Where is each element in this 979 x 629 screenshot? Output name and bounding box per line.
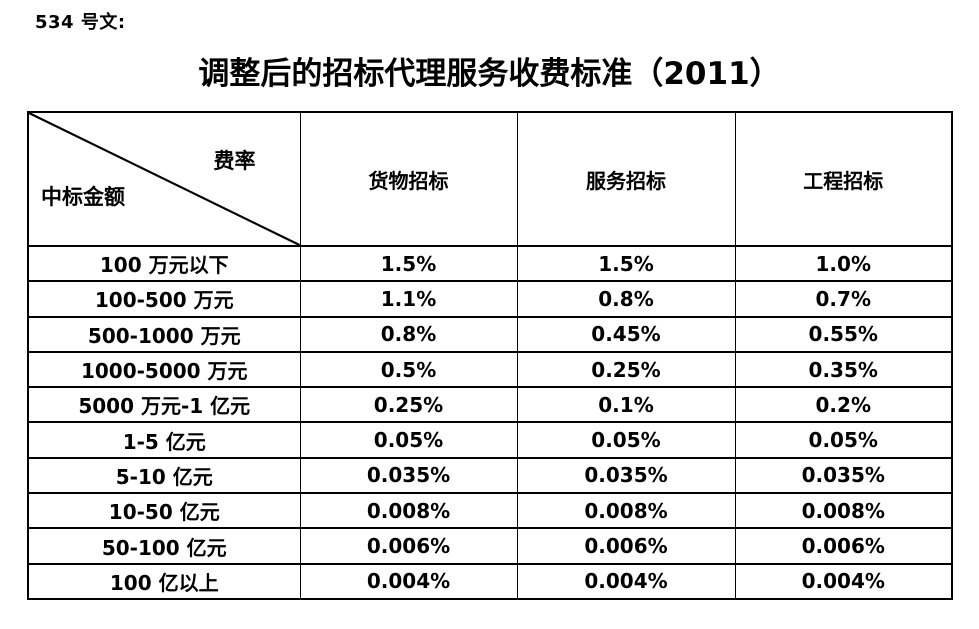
engineering-rate-cell: 0.006%: [734, 527, 953, 565]
goods-rate-cell: 1.5%: [299, 244, 518, 283]
goods-rate-cell: 0.008%: [299, 492, 518, 530]
engineering-rate-cell: 0.35%: [734, 350, 953, 389]
amount-range-cell: 100-500 万元: [27, 280, 301, 318]
services-rate-cell: 0.004%: [516, 562, 736, 600]
goods-rate-cell: 0.05%: [299, 421, 518, 459]
amount-range-cell: 1000-5000 万元: [27, 350, 301, 389]
amount-range-cell: 10-50 亿元: [27, 492, 301, 530]
table-row: 1000-5000 万元 0.5% 0.25% 0.35%: [27, 350, 953, 389]
column-header-engineering-bidding: 工程招标: [734, 111, 953, 247]
diagonal-divider-line: [29, 114, 299, 244]
table-row: 5-10 亿元 0.035% 0.035% 0.035%: [27, 456, 953, 495]
services-rate-cell: 1.5%: [516, 244, 736, 283]
corner-label-bid-amount: 中标金额: [41, 185, 125, 209]
engineering-rate-cell: 0.2%: [734, 386, 953, 424]
amount-range-cell: 5-10 亿元: [27, 456, 301, 495]
goods-rate-cell: 1.1%: [299, 280, 518, 318]
table-header-row: 费率 中标金额 货物招标 服务招标 工程招标: [27, 111, 953, 247]
table-row: 5000 万元-1 亿元 0.25% 0.1% 0.2%: [27, 386, 953, 424]
fee-rate-table: 费率 中标金额 货物招标 服务招标 工程招标 100 万元以下 1.5% 1.5…: [27, 111, 953, 600]
services-rate-cell: 0.006%: [516, 527, 736, 565]
engineering-rate-cell: 0.008%: [734, 492, 953, 530]
engineering-rate-cell: 0.05%: [734, 421, 953, 459]
table-row: 50-100 亿元 0.006% 0.006% 0.006%: [27, 527, 953, 565]
services-rate-cell: 0.45%: [516, 315, 736, 353]
amount-range-cell: 500-1000 万元: [27, 315, 301, 353]
corner-label-fee-rate: 费率: [213, 149, 256, 173]
table-row: 100-500 万元 1.1% 0.8% 0.7%: [27, 280, 953, 318]
services-rate-cell: 0.035%: [516, 456, 736, 495]
services-rate-cell: 0.05%: [516, 421, 736, 459]
amount-range-cell: 5000 万元-1 亿元: [27, 386, 301, 424]
engineering-rate-cell: 0.55%: [734, 315, 953, 353]
goods-rate-cell: 0.035%: [299, 456, 518, 495]
table-row: 500-1000 万元 0.8% 0.45% 0.55%: [27, 315, 953, 353]
amount-range-cell: 50-100 亿元: [27, 527, 301, 565]
corner-header-cell: 费率 中标金额: [27, 111, 301, 247]
amount-range-cell: 1-5 亿元: [27, 421, 301, 459]
goods-rate-cell: 0.5%: [299, 350, 518, 389]
table-row: 100 亿以上 0.004% 0.004% 0.004%: [27, 562, 953, 600]
engineering-rate-cell: 0.7%: [734, 280, 953, 318]
goods-rate-cell: 0.004%: [299, 562, 518, 600]
table-row: 10-50 亿元 0.008% 0.008% 0.008%: [27, 492, 953, 530]
goods-rate-cell: 0.8%: [299, 315, 518, 353]
page-title: 调整后的招标代理服务收费标准（2011）: [198, 56, 781, 92]
table-row: 1-5 亿元 0.05% 0.05% 0.05%: [27, 421, 953, 459]
engineering-rate-cell: 0.035%: [734, 456, 953, 495]
amount-range-cell: 100 万元以下: [27, 244, 301, 283]
engineering-rate-cell: 1.0%: [734, 244, 953, 283]
goods-rate-cell: 0.006%: [299, 527, 518, 565]
engineering-rate-cell: 0.004%: [734, 562, 953, 600]
services-rate-cell: 0.008%: [516, 492, 736, 530]
doc-number-label: 534 号文:: [35, 12, 126, 33]
amount-range-cell: 100 亿以上: [27, 562, 301, 600]
services-rate-cell: 0.8%: [516, 280, 736, 318]
services-rate-cell: 0.25%: [516, 350, 736, 389]
goods-rate-cell: 0.25%: [299, 386, 518, 424]
table-row: 100 万元以下 1.5% 1.5% 1.0%: [27, 244, 953, 283]
column-header-goods-bidding: 货物招标: [299, 111, 518, 247]
services-rate-cell: 0.1%: [516, 386, 736, 424]
column-header-services-bidding: 服务招标: [516, 111, 736, 247]
